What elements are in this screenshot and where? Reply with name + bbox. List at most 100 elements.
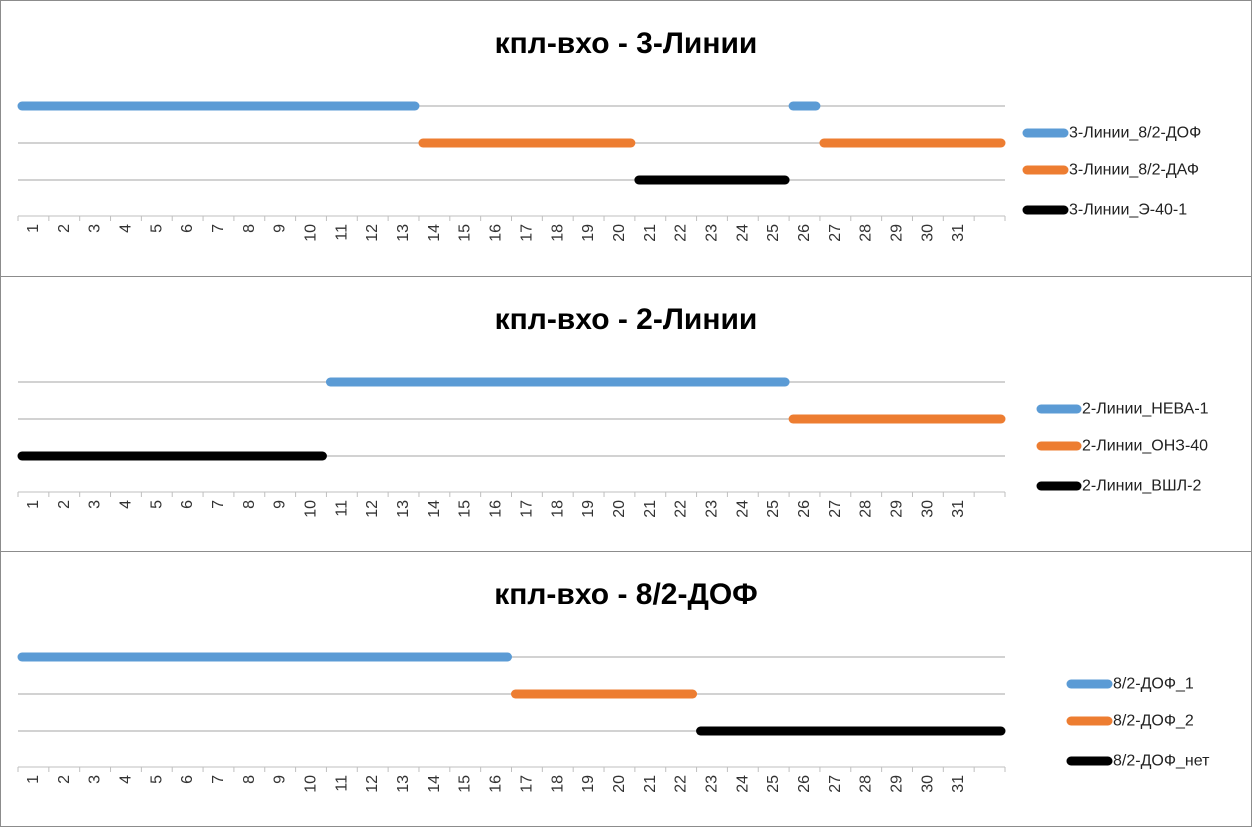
chart-2-tick-label: 6 (179, 500, 196, 509)
chart-1-tick-label: 29 (889, 224, 906, 242)
chart-2-tick-label: 31 (950, 500, 967, 518)
chart-2-tick-label: 30 (919, 500, 936, 518)
chart-1-tick-label: 7 (210, 224, 227, 233)
chart-2-tick-label: 26 (796, 500, 813, 518)
chart-3-tick-label: 6 (179, 775, 196, 784)
chart-3-tick-label: 15 (457, 775, 474, 793)
chart-2-tick-label: 16 (488, 500, 505, 518)
chart-3-tick-label: 17 (518, 775, 535, 793)
chart-3-tick-label: 5 (148, 775, 165, 784)
chart-1-tick-label: 19 (580, 224, 597, 242)
chart-3-tick-label: 22 (673, 775, 690, 793)
chart-2-tick-label: 24 (734, 500, 751, 518)
chart-3-tick-label: 4 (117, 775, 134, 784)
chart-2-tick-label: 25 (765, 500, 782, 518)
chart-1-tick-label: 5 (148, 224, 165, 233)
chart-1-tick-label: 10 (303, 224, 320, 242)
chart-2-tick-label: 14 (426, 500, 443, 518)
chart-1-tick-label: 27 (827, 224, 844, 242)
chart-2-tick-label: 27 (827, 500, 844, 518)
chart-1-tick-label: 17 (518, 224, 535, 242)
chart-3-tick-label: 1 (25, 775, 42, 784)
chart-3-tick-label: 24 (734, 775, 751, 793)
chart-3-tick-label: 30 (919, 775, 936, 793)
chart-3-legend-label-1: 8/2-ДОФ_1 (1113, 676, 1194, 693)
chart-2-tick-label: 13 (395, 500, 412, 518)
chart-3-tick-label: 13 (395, 775, 412, 793)
chart-1-tick-label: 8 (241, 224, 258, 233)
chart-2-tick-label: 12 (364, 500, 381, 518)
chart-2-tick-label: 28 (858, 500, 875, 518)
chart-1-tick-label: 23 (703, 224, 720, 242)
chart-2-tick-label: 19 (580, 500, 597, 518)
chart-3-tick-label: 14 (426, 775, 443, 793)
chart-2-tick-label: 3 (87, 500, 104, 509)
chart-2-tick-label: 7 (210, 500, 227, 509)
chart-1-tick-label: 20 (611, 224, 628, 242)
chart-panel-2: кпл-вхо - 2-Линии 1 2 3 4 5 6 7 8 9 10 11 12 13 14 15 16… (0, 276, 1252, 552)
chart-2-tick-label: 1 (25, 500, 42, 509)
chart-3-tick-label: 7 (210, 775, 227, 784)
chart-3-tick-label: 9 (272, 775, 289, 784)
chart-2-title: кпл-вхо - 2-Линии (495, 303, 758, 336)
chart-3-tick-label: 28 (858, 775, 875, 793)
chart-1-tick-label: 13 (395, 224, 412, 242)
chart-1-tick-label: 25 (765, 224, 782, 242)
chart-3-legend-label-3: 8/2-ДОФ_нет (1113, 753, 1210, 770)
chart-2-tick-label: 23 (703, 500, 720, 518)
chart-3-tick-label: 31 (950, 775, 967, 793)
chart-2-tick-label: 11 (333, 500, 350, 517)
chart-3-title: кпл-вхо - 8/2-ДОФ (494, 578, 758, 611)
chart-1-tick-label: 2 (56, 224, 73, 233)
chart-3-tick-label: 3 (87, 775, 104, 784)
chart-panel-3: кпл-вхо - 8/2-ДОФ 1 2 3 4 5 6 7 8 9 10 11 12 13 14 15 16… (0, 551, 1252, 827)
chart-3-tick-label: 19 (580, 775, 597, 793)
chart-1-tick-label: 11 (333, 224, 350, 241)
chart-3-tick-label: 12 (364, 775, 381, 793)
chart-3-tick-label: 27 (827, 775, 844, 793)
chart-2-tick-label: 18 (549, 500, 566, 518)
chart-1-legend-label-2: 3-Линии_8/2-ДАФ (1069, 162, 1199, 179)
chart-1-tick-label: 22 (673, 224, 690, 242)
chart-2-tick-label: 8 (241, 500, 258, 509)
chart-2-legend-label-2: 2-Линии_ОНЗ-40 (1082, 438, 1208, 455)
chart-1-tick-label: 1 (25, 224, 42, 233)
chart-3-tick-label: 20 (611, 775, 628, 793)
chart-2-tick-label: 21 (642, 500, 659, 518)
chart-1-tick-label: 21 (642, 224, 659, 242)
chart-2-tick-label: 4 (117, 500, 134, 509)
chart-1-tick-label: 12 (364, 224, 381, 242)
chart-1-tick-label: 28 (858, 224, 875, 242)
chart-2-tick-label: 29 (889, 500, 906, 518)
chart-1-tick-label: 31 (950, 224, 967, 242)
chart-1-tick-label: 6 (179, 224, 196, 233)
chart-3-tick-label: 18 (549, 775, 566, 793)
chart-2-tick-label: 5 (148, 500, 165, 509)
chart-1-tick-label: 26 (796, 224, 813, 242)
chart-3-tick-label: 2 (56, 775, 73, 784)
chart-3-tick-label: 11 (333, 775, 350, 792)
chart-2-tick-label: 10 (303, 500, 320, 518)
chart-1-tick-label: 24 (734, 224, 751, 242)
chart-3-tick-label: 25 (765, 775, 782, 793)
chart-1-tick-label: 30 (919, 224, 936, 242)
chart-1-title: кпл-вхо - 3-Линии (495, 27, 758, 60)
chart-2-tick-label: 22 (673, 500, 690, 518)
chart-panel-1: кпл-вхо - 3-Линии 1 2 3 4 5 6 7 8 9 10 11 12 13 14 15 16… (0, 0, 1252, 277)
chart-3-tick-label: 21 (642, 775, 659, 793)
chart-3-tick-label: 23 (703, 775, 720, 793)
chart-3-tick-label: 10 (303, 775, 320, 793)
chart-2-legend-label-1: 2-Линии_НЕВА-1 (1082, 401, 1209, 418)
chart-3-tick-label: 29 (889, 775, 906, 793)
chart-2-tick-label: 9 (272, 500, 289, 509)
chart-1-tick-label: 15 (457, 224, 474, 242)
chart-1-tick-label: 3 (87, 224, 104, 233)
chart-1-legend-label-1: 3-Линии_8/2-ДОФ (1069, 125, 1201, 142)
chart-1-tick-label: 18 (549, 224, 566, 242)
chart-1-tick-label: 14 (426, 224, 443, 242)
chart-2-tick-label: 17 (518, 500, 535, 518)
